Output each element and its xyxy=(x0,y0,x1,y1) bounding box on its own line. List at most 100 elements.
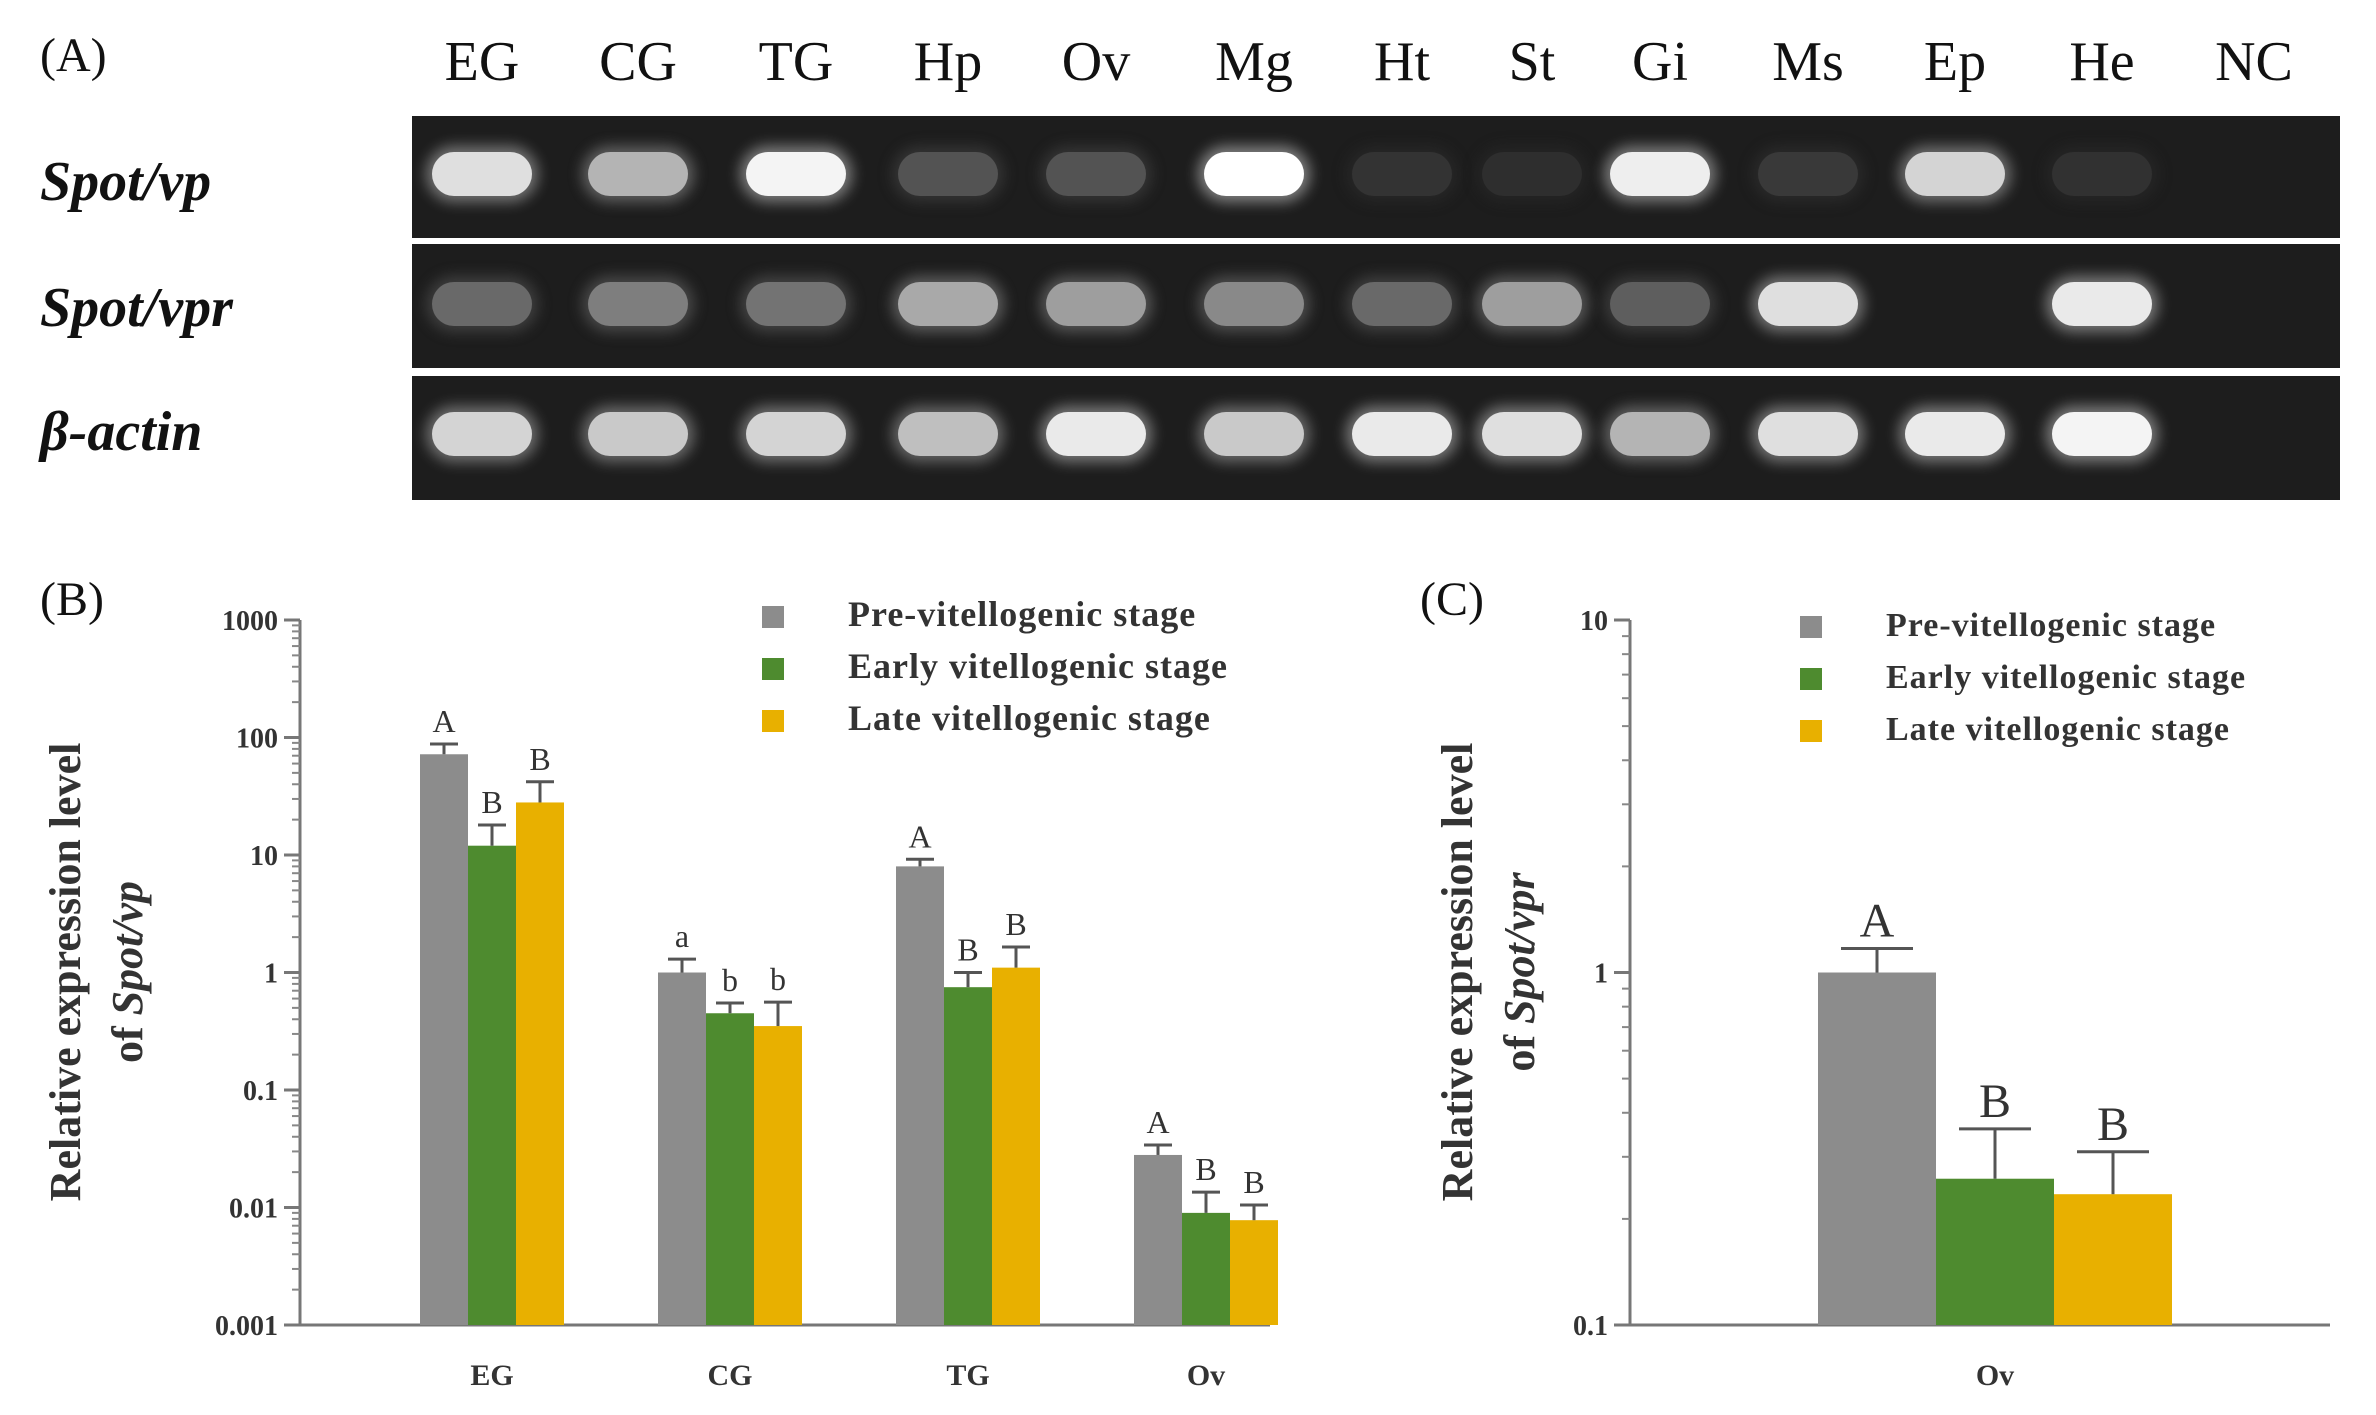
y-tick-label: 0.1 xyxy=(1573,1311,1608,1342)
gel-band xyxy=(746,282,846,326)
gel-band xyxy=(1758,282,1858,326)
legend-swatch-1 xyxy=(1800,668,1822,690)
legend-label-0: Pre-vitellogenic stage xyxy=(1886,607,2216,644)
chart-panel-b: 0.001 0.01 0.1 1 10 100 1000 Relative expressio… xyxy=(41,594,1278,1392)
gel-band xyxy=(1352,152,1452,196)
bar-tg-series-2 xyxy=(992,967,1040,1325)
gene-label-spot-vp: Spot/vp xyxy=(40,151,212,213)
legend-label-2: Late vitellogenic stage xyxy=(1886,711,2230,748)
significance-letter: a xyxy=(675,918,689,954)
significance-letter: A xyxy=(908,818,931,854)
gel-band xyxy=(432,282,532,326)
y-axis-title-line2: of Spot/vp xyxy=(103,881,152,1063)
legend-label-0: Pre-vitellogenic stage xyxy=(848,594,1196,634)
gel-band xyxy=(1482,282,1582,326)
lane-label-hp: Hp xyxy=(913,31,983,93)
gel-band xyxy=(898,412,998,456)
significance-letter: B xyxy=(1979,1075,2011,1128)
lane-label-ov: Ov xyxy=(1061,31,1131,93)
bar-cg-series-0 xyxy=(658,972,706,1325)
legend-swatch-0 xyxy=(762,606,784,628)
bar-tg-series-1 xyxy=(944,987,992,1325)
gel-band xyxy=(1204,412,1304,456)
gel-band xyxy=(746,412,846,456)
gene-label-spot-vpr: Spot/vpr xyxy=(40,277,233,339)
gel-band xyxy=(588,412,688,456)
gel-band xyxy=(2052,282,2152,326)
chart-panel-c: 0.1 1 10 Relative expression level of Spot/v… xyxy=(1433,606,2330,1392)
gel-band xyxy=(1352,282,1452,326)
x-tick-label-eg: EG xyxy=(470,1359,513,1392)
lane-label-ep: Ep xyxy=(1923,31,1987,93)
lane-label-he: He xyxy=(2069,31,2135,93)
significance-letter: B xyxy=(481,784,502,820)
gel-band xyxy=(2052,152,2152,196)
gel-band xyxy=(432,152,532,196)
bar-cg-series-1 xyxy=(706,1013,754,1325)
bar-ov-series-1 xyxy=(1182,1212,1230,1325)
significance-letter: B xyxy=(1195,1151,1216,1187)
gel-band xyxy=(432,412,532,456)
x-tick-label-cg: CG xyxy=(708,1359,753,1392)
legend-swatch-2 xyxy=(1800,720,1822,742)
y-tick-label: 1 xyxy=(1594,959,1608,990)
significance-letter: B xyxy=(2097,1098,2129,1151)
lane-label-cg: CG xyxy=(599,31,677,93)
gel-band xyxy=(1482,152,1582,196)
gel-band xyxy=(1046,152,1146,196)
gel-row-spot-vp xyxy=(412,116,2340,238)
x-tick-label-ov: Ov xyxy=(1976,1359,2014,1392)
bar-eg-series-1 xyxy=(468,845,516,1325)
y-axis-title-line1: Relative expression level xyxy=(1433,743,1482,1202)
gel-band xyxy=(1046,412,1146,456)
panel-b-label: (B) xyxy=(40,573,104,626)
gel-band xyxy=(1905,412,2005,456)
y-tick-label: 100 xyxy=(236,724,278,755)
gel-band xyxy=(898,152,998,196)
gel-band xyxy=(1204,282,1304,326)
gel-band xyxy=(1046,282,1146,326)
gel-band xyxy=(1610,282,1710,326)
gel-band xyxy=(588,152,688,196)
significance-letter: b xyxy=(722,962,738,998)
significance-letter: B xyxy=(1005,906,1026,942)
gel-band xyxy=(1758,152,1858,196)
y-axis-title-gene: Spot/vp xyxy=(103,881,152,1015)
lane-label-nc: NC xyxy=(2215,31,2293,93)
y-axis-title-prefix: of xyxy=(1495,1024,1544,1072)
y-axis-title-line2: of Spot/vpr xyxy=(1495,872,1544,1072)
lane-label-ht: Ht xyxy=(1374,31,1430,93)
legend-label-1: Early vitellogenic stage xyxy=(1886,659,2246,696)
significance-letter: B xyxy=(957,932,978,968)
gel-band xyxy=(1482,412,1582,456)
legend-swatch-1 xyxy=(762,658,784,680)
legend-swatch-2 xyxy=(762,710,784,732)
bar-eg-series-0 xyxy=(420,754,468,1325)
y-tick-label: 0.01 xyxy=(229,1194,278,1225)
y-axis-title-line1: Relative expression level xyxy=(41,743,90,1202)
significance-letter: A xyxy=(1860,894,1895,947)
lane-label-tg: TG xyxy=(758,31,834,93)
lane-label-ms: Ms xyxy=(1772,31,1844,93)
lane-label-gi: Gi xyxy=(1632,31,1688,93)
y-tick-label: 10 xyxy=(250,841,278,872)
panel-c-label: (C) xyxy=(1420,573,1484,626)
y-tick-label: 0.001 xyxy=(215,1311,278,1342)
x-tick-label-tg: TG xyxy=(946,1359,989,1392)
bar-ov-series-1 xyxy=(1936,1178,2054,1325)
y-axis-title-gene: Spot/vpr xyxy=(1495,872,1544,1024)
gel-band xyxy=(1610,412,1710,456)
gel-band xyxy=(1610,152,1710,196)
bar-eg-series-2 xyxy=(516,802,564,1325)
gel-row-spot-vpr xyxy=(412,244,2340,368)
lane-label-st: St xyxy=(1508,31,1556,93)
gel-band xyxy=(1905,152,2005,196)
y-tick-label: 10 xyxy=(1580,606,1608,637)
bar-ov-series-2 xyxy=(2054,1194,2172,1325)
gel-band xyxy=(1758,412,1858,456)
gel-band xyxy=(746,152,846,196)
bar-tg-series-0 xyxy=(896,866,944,1325)
significance-letter: B xyxy=(1243,1164,1264,1200)
significance-letter: A xyxy=(432,703,455,739)
gel-row-beta-actin xyxy=(412,376,2340,500)
